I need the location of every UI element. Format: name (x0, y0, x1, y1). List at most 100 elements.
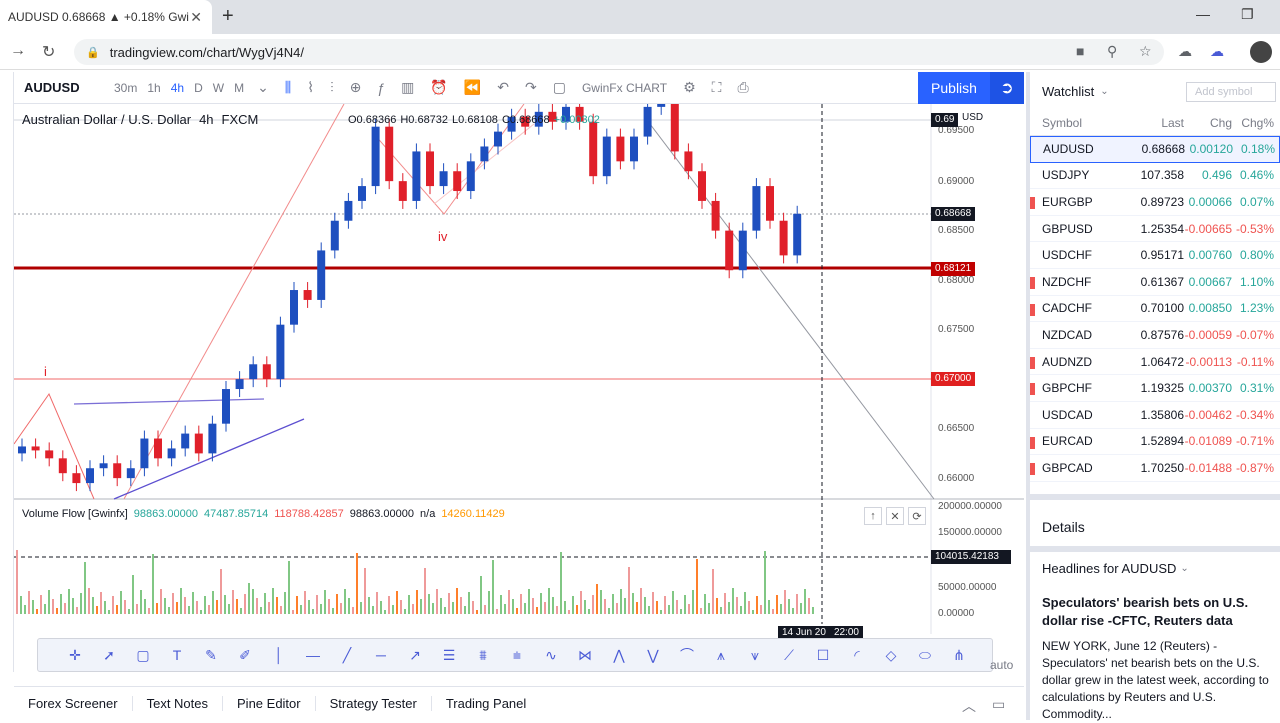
candles-icon[interactable]: ⫼ (284, 79, 292, 95)
bookmark-star-icon[interactable]: ☆ (1139, 43, 1152, 59)
watchlist-row[interactable]: GBPCAD 1.70250 -0.01488 -0.87% (1030, 455, 1280, 482)
ellipse-tool-icon[interactable]: ⬭ (919, 646, 931, 663)
text-tool-icon[interactable]: T (172, 647, 182, 663)
col-symbol[interactable]: Symbol (1042, 115, 1083, 130)
pitchfork-tool-icon[interactable]: ⩧ (512, 646, 522, 663)
chevron-down-icon[interactable]: ⌄ (257, 79, 269, 95)
zoom-icon[interactable]: ⚲ (1107, 43, 1118, 59)
curve-tool-icon[interactable]: ∿ (545, 646, 557, 663)
abcd-pattern-icon[interactable]: ⋁ (647, 646, 659, 663)
col-chg[interactable]: Chg (1209, 115, 1232, 130)
compare-icon[interactable]: ⊕ (349, 79, 362, 95)
minimize-icon[interactable]: — (1196, 6, 1210, 22)
collapse-panel-icon[interactable]: ︿ (962, 698, 976, 714)
avatar[interactable] (1250, 41, 1272, 63)
polyline-tool-icon[interactable]: ◇ (885, 646, 897, 663)
layout-name[interactable]: GwinFx CHART (581, 80, 668, 95)
reload-icon[interactable]: ↻ (42, 44, 56, 61)
elliott-wave-icon[interactable]: ⋀ (613, 646, 625, 663)
watchlist-row[interactable]: AUDNZD 1.06472 -0.00113 -0.11% (1030, 349, 1280, 376)
auto-scale-toggle[interactable]: auto (990, 658, 1014, 672)
watchlist-row[interactable]: GBPCHF 1.19325 0.00370 0.31% (1030, 375, 1280, 402)
interval-30m[interactable]: 30m (114, 80, 138, 95)
forward-icon[interactable]: → (10, 42, 26, 59)
snapshot-camera-icon[interactable]: ⎙ (737, 79, 749, 95)
watchlist-row[interactable]: CADCHF 0.70100 0.00850 1.23% (1030, 296, 1280, 323)
maximize-pane-icon[interactable]: ⟳ (908, 507, 926, 525)
redo-icon[interactable]: ↷ (524, 79, 537, 95)
watchlist-row[interactable]: GBPUSD 1.25354 -0.00665 -0.53% (1030, 216, 1280, 243)
head-shoulders-icon[interactable]: ⌒ (680, 647, 694, 663)
maximize-panel-icon[interactable]: ▭ (992, 696, 1006, 712)
watchlist-row[interactable]: EURGBP 0.89723 0.00066 0.07% (1030, 189, 1280, 216)
xabcd-pattern-icon[interactable]: ⋈ (578, 646, 592, 663)
vertical-line-tool-icon[interactable]: │ (274, 647, 284, 663)
brush-tool-icon[interactable]: ✎ (205, 646, 217, 663)
browser-tab[interactable]: AUDUSD 0.68668 ▲ +0.18% Gwi ✕ (0, 0, 212, 34)
regression-tool-icon[interactable]: ⩩ (479, 646, 487, 663)
tab-text-notes[interactable]: Text Notes (133, 696, 224, 711)
wxy-wave-icon[interactable]: ⩛ (751, 646, 759, 663)
settings-gear-icon[interactable]: ⚙ (683, 79, 696, 95)
interval-4h[interactable]: 4h (170, 80, 185, 95)
price-chart[interactable]: iv i (14, 104, 1024, 634)
fullscreen-icon[interactable]: ⛶ (711, 79, 722, 95)
maximize-icon[interactable]: ❐ (1241, 6, 1254, 22)
rectangle-tool-icon[interactable]: ▢ (136, 646, 150, 663)
close-tab-icon[interactable]: ✕ (190, 9, 202, 25)
arc-tool-icon[interactable]: ◜ (854, 646, 860, 663)
col-chg-pct[interactable]: Chg% (1241, 115, 1274, 130)
headlines-header[interactable]: Headlines for AUDUSD ⌄ (1030, 552, 1280, 584)
tab-strategy-tester[interactable]: Strategy Tester (316, 696, 432, 711)
undo-icon[interactable]: ↶ (497, 79, 509, 95)
watchlist-row[interactable]: AUDUSD 0.68668 0.00120 0.18% (1030, 136, 1280, 163)
url-field[interactable]: 🔒 tradingview.com/chart/WygVj4N4/ (74, 39, 1164, 65)
col-last[interactable]: Last (1161, 115, 1184, 130)
callout-tool-icon[interactable]: ☐ (816, 646, 830, 663)
new-tab-icon[interactable]: + (222, 5, 234, 27)
templates-icon[interactable]: ▥ (401, 79, 415, 95)
details-header[interactable]: Details (1042, 519, 1085, 535)
parallel-channel-tool-icon[interactable]: ☰ (442, 646, 456, 663)
trend-line-tool-icon[interactable]: ╱ (342, 646, 352, 663)
wave-123-icon[interactable]: ⩚ (717, 646, 725, 663)
interval-m[interactable]: M (234, 80, 245, 95)
extension-icon[interactable]: ☁ (1210, 43, 1224, 59)
layout-icon[interactable]: ▢ (552, 79, 566, 95)
cloud-icon[interactable]: ☁ (1178, 43, 1192, 59)
alert-icon[interactable]: ⏰ (430, 79, 448, 95)
horizontal-ray-tool-icon[interactable]: — (306, 647, 320, 663)
move-pane-up-icon[interactable]: ↑ (864, 507, 882, 525)
interval-w[interactable]: W (212, 80, 225, 95)
close-pane-icon[interactable]: ✕ (886, 507, 904, 525)
publish-arrow-icon[interactable]: ➲ (990, 72, 1024, 104)
tab-pine-editor[interactable]: Pine Editor (223, 696, 316, 711)
cursor-tool-icon[interactable]: ➚ (103, 646, 115, 663)
interval-d[interactable]: D (194, 80, 203, 95)
tab-forex-screener[interactable]: Forex Screener (14, 696, 133, 711)
bars-icon[interactable]: ⫶ (330, 79, 334, 95)
add-symbol-input[interactable]: Add symbol (1186, 82, 1276, 102)
watchlist-row[interactable]: USDCAD 1.35806 -0.00462 -0.34% (1030, 402, 1280, 429)
watchlist-row[interactable]: EURCAD 1.52894 -0.01089 -0.71% (1030, 429, 1280, 456)
watchlist-row[interactable]: USDJPY 107.358 0.496 0.46% (1030, 163, 1280, 190)
symbol-search[interactable]: AUDUSD (24, 80, 80, 95)
tab-trading-panel[interactable]: Trading Panel (445, 696, 527, 711)
crosshair-tool-icon[interactable]: ✛ (69, 646, 81, 663)
highlighter-tool-icon[interactable]: ✐ (239, 646, 251, 663)
line-chart-icon[interactable]: ⌇ (307, 79, 315, 95)
watchlist-header[interactable]: Watchlist ⌄ (1030, 72, 1280, 110)
news-headline[interactable]: Speculators' bearish bets on U.S. dollar… (1042, 595, 1249, 628)
publish-button[interactable]: Publish (918, 72, 990, 104)
horizontal-line-tool-icon[interactable]: ─ (376, 647, 386, 663)
indicators-icon[interactable]: ƒ (377, 79, 386, 96)
interval-1h[interactable]: 1h (147, 80, 161, 95)
magnet-tool-icon[interactable]: ⋔ (953, 646, 965, 663)
watchlist-row[interactable]: USDCHF 0.95171 0.00760 0.80% (1030, 242, 1280, 269)
path-tool-icon[interactable]: ⟋ (784, 646, 794, 663)
camera-icon[interactable]: ■ (1076, 43, 1085, 59)
replay-icon[interactable]: ⏪ (463, 79, 482, 95)
watchlist-row[interactable]: NZDCAD 0.87576 -0.00059 -0.07% (1030, 322, 1280, 349)
watchlist-row[interactable]: NZDCHF 0.61367 0.00667 1.10% (1030, 269, 1280, 296)
ray-tool-icon[interactable]: ↗ (409, 646, 421, 663)
